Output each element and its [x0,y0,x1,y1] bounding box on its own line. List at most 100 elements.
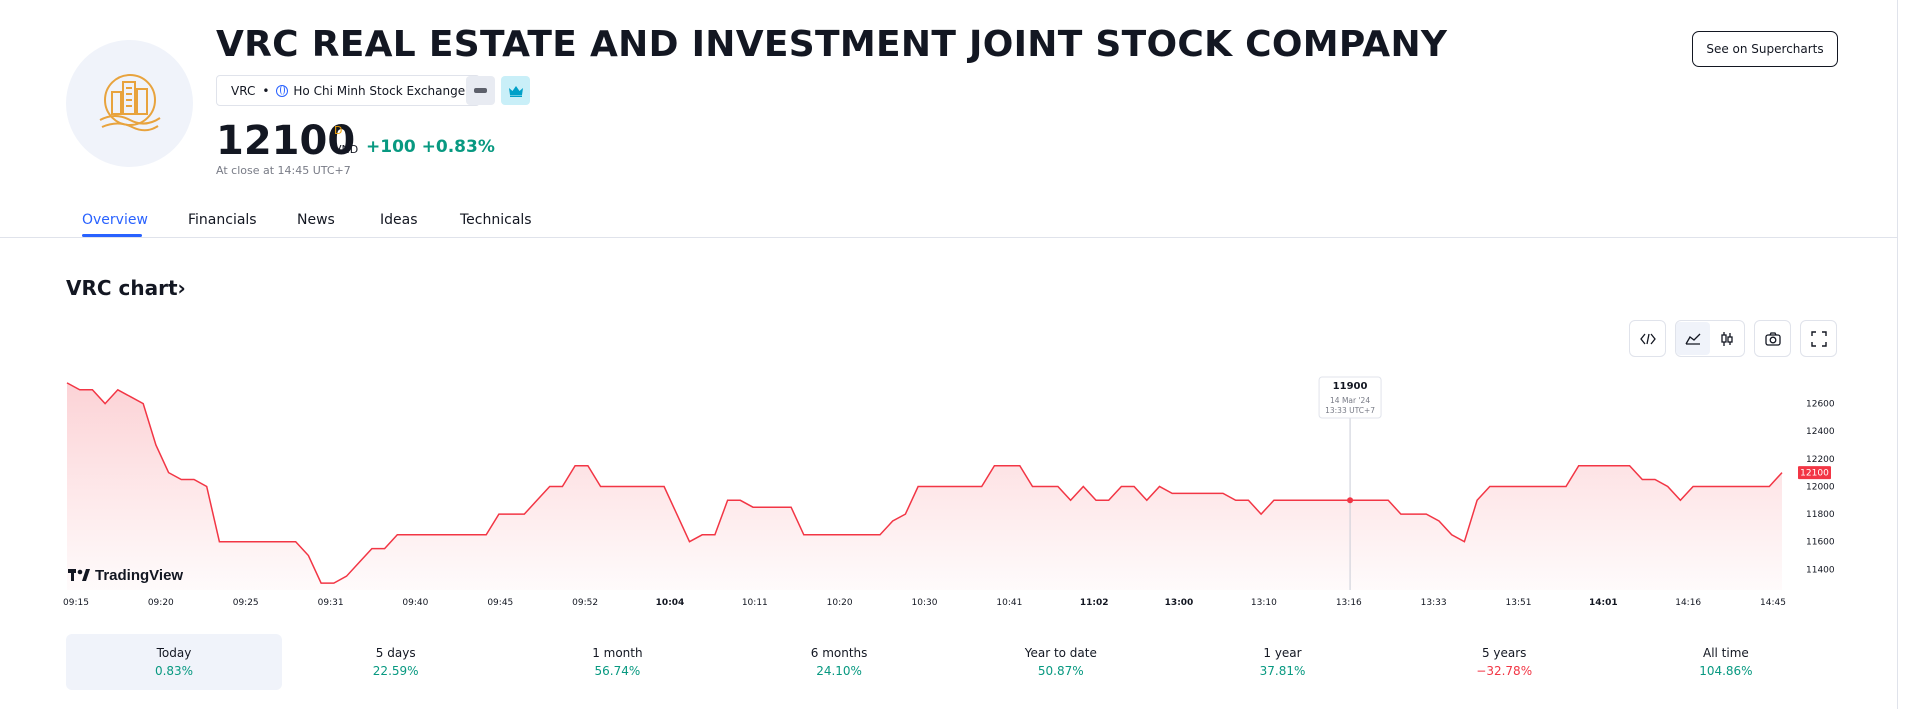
tooltip-date: 14 Mar '24 [1330,396,1370,405]
candles-icon [1721,331,1733,346]
tab-financials[interactable]: Financials [188,212,257,228]
price-change: +100 +0.83% [366,137,495,157]
building-waves-logo-icon [99,73,161,131]
x-tick-label: 10:30 [912,598,938,608]
line-chart-toggle[interactable] [1676,322,1710,355]
y-tick-label: 11800 [1806,510,1835,520]
range-all-time[interactable]: All time 104.86% [1618,634,1834,690]
last-price-badge [1798,466,1831,480]
chart-heading-link[interactable]: VRC chart› [66,276,186,300]
embed-button[interactable] [1629,320,1666,357]
range-label: 5 days [375,646,416,660]
price-superscript: D [334,124,343,137]
page-scrollbar[interactable] [1897,0,1909,709]
y-tick-label: 11600 [1806,538,1835,548]
range-today[interactable]: Today 0.83% [66,634,282,690]
tab-bar: Overview Financials News Ideas Technical… [0,206,1909,238]
chevron-right-icon: › [177,276,186,300]
y-tick-label: 12600 [1806,400,1835,410]
candles-toggle[interactable] [1710,322,1744,355]
line-chart-icon [1685,333,1701,345]
ticker-exchange-chip[interactable]: VRC • Ho Chi Minh Stock Exchange [216,75,481,106]
range-1-year[interactable]: 1 year 37.81% [1175,634,1391,690]
range-label: All time [1702,646,1749,660]
y-tick-label: 12200 [1806,455,1835,465]
range-6-months[interactable]: 6 months 24.10% [731,634,947,690]
x-tick-label: 09:15 [63,598,89,608]
x-tick-label: 13:10 [1251,598,1277,608]
options-button[interactable] [466,76,495,105]
tab-overview[interactable]: Overview [82,212,148,228]
x-tick-label: 11:02 [1080,598,1109,608]
tooltip-time: 13:33 UTC+7 [1325,406,1375,415]
tooltip-value: 11900 [1333,381,1368,392]
globe-icon [276,84,289,97]
crosshair-point [1347,497,1354,504]
fullscreen-button[interactable] [1800,320,1837,357]
tab-technicals[interactable]: Technicals [460,212,532,228]
range-change: 50.87% [1037,664,1084,678]
x-tick-label: 09:25 [233,598,259,608]
range-change: 22.59% [372,664,419,678]
exchange-name: Ho Chi Minh Stock Exchange [293,83,466,98]
tradingview-watermark: TradingView [68,567,183,584]
y-tick-label: 11400 [1806,565,1835,575]
change-percent: +0.83% [421,137,495,157]
x-tick-label: 13:00 [1165,598,1194,608]
range-label: 5 years [1481,646,1527,660]
premium-button[interactable] [501,76,530,105]
range-5-years[interactable]: 5 years −32.78% [1396,634,1612,690]
x-tick-label: 14:16 [1675,598,1701,608]
company-logo [66,40,193,167]
chart-style-switch [1675,320,1745,357]
x-tick-label: 09:52 [572,598,598,608]
y-tick-label: 12000 [1806,483,1835,493]
active-tab-indicator [82,234,142,237]
tradingview-watermark-text: TradingView [95,567,183,584]
range-1-month[interactable]: 1 month 56.74% [509,634,725,690]
embed-code-icon [1639,333,1656,344]
range-label: 1 month [592,646,643,660]
range-label: 1 year [1263,646,1302,660]
range-change: 104.86% [1699,664,1753,678]
x-tick-label: 09:20 [148,598,174,608]
x-tick-label: 14:01 [1589,598,1618,608]
range-change: 37.81% [1259,664,1306,678]
last-price-badge-label: 12100 [1800,469,1829,479]
range-change: −32.78% [1476,664,1533,678]
tab-news[interactable]: News [297,212,335,228]
ticker-symbol: VRC [231,83,256,98]
y-tick-label: 12400 [1806,427,1835,437]
chart-heading-text: VRC chart [66,276,178,300]
x-tick-label: 09:45 [487,598,513,608]
tradingview-logo-icon [68,569,90,581]
x-tick-label: 09:31 [318,598,344,608]
range-selector: Today 0.83% 5 days 22.59% 1 month 56.74% 6 mon… [66,634,1838,690]
x-tick-label: 10:11 [742,598,768,608]
tab-ideas[interactable]: Ideas [380,212,418,228]
change-absolute: +100 [366,137,416,157]
x-tick-label: 10:20 [827,598,853,608]
minus-icon [474,88,487,93]
x-tick-label: 13:16 [1336,598,1362,608]
separator-dot: • [262,83,270,98]
screenshot-button[interactable] [1754,320,1791,357]
x-tick-label: 13:33 [1421,598,1447,608]
close-time: At close at 14:45 UTC+7 [216,164,351,177]
crown-icon [508,85,523,97]
range-year-to-date[interactable]: Year to date 50.87% [953,634,1169,690]
price-series-line [66,382,1783,584]
fullscreen-icon [1810,330,1827,347]
x-tick-label: 13:51 [1506,598,1532,608]
crosshair-tooltip [1318,376,1382,419]
price-currency: VND [334,143,359,156]
price-chart[interactable]: 09:15 09:20 09:25 09:31 09:40 09:45 09:52 10:04… [0,368,1909,616]
range-5-days[interactable]: 5 days 22.59% [288,634,504,690]
see-on-supercharts-button[interactable]: See on Supercharts [1692,31,1838,67]
company-title: VRC REAL ESTATE AND INVESTMENT JOINT STO… [216,24,1448,65]
range-change: 0.83% [154,664,194,678]
range-change: 24.10% [816,664,862,678]
x-tick-label: 10:04 [656,598,685,608]
range-label: Year to date [1024,646,1097,660]
last-price: 12100 [216,118,356,164]
